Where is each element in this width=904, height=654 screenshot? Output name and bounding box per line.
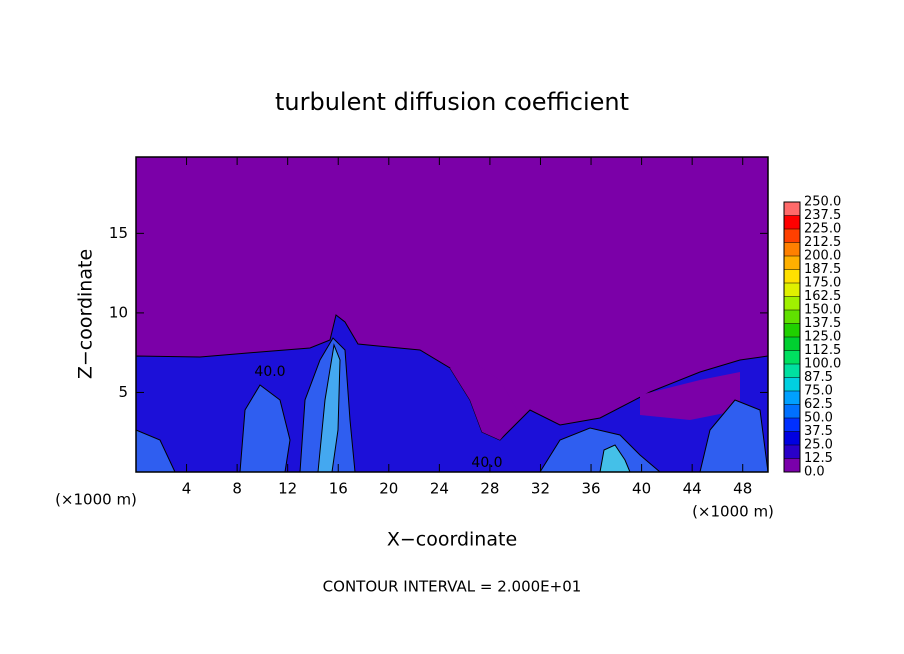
plot-frame [135, 156, 769, 473]
colorbar-bin [784, 458, 800, 472]
colorbar-label: 200.0 [804, 249, 841, 264]
colorbar-bin [784, 323, 800, 337]
x-tick-label: 12 [278, 480, 297, 498]
colorbar-label: 150.0 [804, 303, 841, 318]
colorbar-label: 112.5 [804, 343, 841, 358]
chart-title: turbulent diffusion coefficient [275, 88, 629, 116]
colorbar-label: 237.5 [804, 208, 841, 223]
colorbar-label: 212.5 [804, 235, 841, 250]
colorbar-bin [784, 364, 800, 378]
colorbar-label: 25.0 [804, 438, 833, 453]
colorbar-label: 50.0 [804, 411, 833, 426]
colorbar-bin [784, 202, 800, 216]
contour-label: 40.0 [471, 455, 502, 471]
x-tick-label: 48 [733, 480, 752, 498]
x-axis-title: X−coordinate [387, 529, 517, 551]
colorbar-label: 100.0 [804, 357, 841, 372]
colorbar-bin [784, 229, 800, 243]
colorbar-label: 12.5 [804, 451, 833, 466]
field-hole [640, 372, 740, 420]
x-unit-right: (×1000 m) [692, 503, 774, 521]
colorbar-bin [784, 256, 800, 270]
x-tick-label: 44 [683, 480, 702, 498]
y-tick-label: 15 [109, 224, 128, 242]
colorbar-bin [784, 269, 800, 283]
colorbar-label: 137.5 [804, 316, 841, 331]
colorbar-label: 187.5 [804, 262, 841, 277]
y-axis-title: Z−coordinate [75, 249, 97, 379]
x-tick-label: 16 [329, 480, 348, 498]
colorbar-bin [784, 391, 800, 405]
colorbar-bin [784, 296, 800, 310]
x-tick-label: 4 [182, 480, 192, 498]
field-hole [450, 360, 520, 440]
colorbar-bin [784, 350, 800, 364]
x-tick-label: 24 [430, 480, 449, 498]
colorbar-bin [784, 404, 800, 418]
colorbar-bin [784, 283, 800, 297]
colorbar-bin [784, 337, 800, 351]
colorbar-label: 62.5 [804, 397, 833, 412]
x-tick-label: 8 [232, 480, 242, 498]
colorbar-label: 175.0 [804, 276, 841, 291]
contour-label: 40.0 [254, 364, 285, 380]
y-tick-label: 10 [109, 303, 128, 321]
colorbar-label: 0.0 [804, 465, 825, 480]
colorbar-bin [784, 431, 800, 445]
colorbar-bin [784, 418, 800, 432]
y-tick-label: 5 [118, 383, 128, 401]
colorbar-bin [784, 310, 800, 324]
x-tick-label: 20 [379, 480, 398, 498]
x-unit: (×1000 m) [55, 491, 137, 509]
colorbar-label: 37.5 [804, 424, 833, 439]
colorbar-label: 125.0 [804, 330, 841, 345]
colorbar-label: 225.0 [804, 222, 841, 237]
colorbar-label: 87.5 [804, 370, 833, 385]
colorbar-bin [784, 242, 800, 256]
x-tick-label: 40 [632, 480, 651, 498]
colorbar-label: 162.5 [804, 289, 841, 304]
field [135, 157, 769, 473]
x-tick-label: 28 [480, 480, 499, 498]
footnote: CONTOUR INTERVAL = 2.000E+01 [323, 578, 582, 596]
x-tick-label: 32 [531, 480, 550, 498]
colorbar-bin [784, 445, 800, 459]
colorbar-bin [784, 377, 800, 391]
colorbar-label: 250.0 [804, 195, 841, 210]
colorbar-label: 75.0 [804, 384, 833, 399]
colorbar-bin [784, 215, 800, 229]
x-tick-label: 36 [581, 480, 600, 498]
